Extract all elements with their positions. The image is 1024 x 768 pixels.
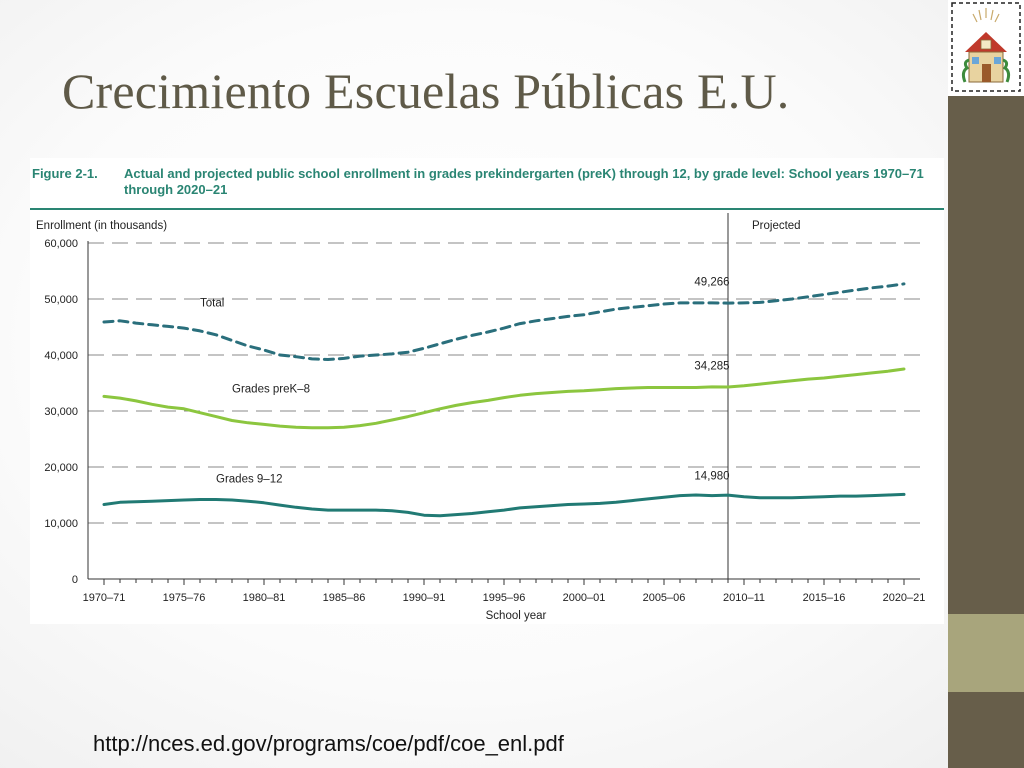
series-912-name: Grades 9–12 bbox=[216, 474, 283, 486]
y-tick-label: 60,000 bbox=[44, 238, 78, 250]
x-tick-label: 1975–76 bbox=[163, 592, 206, 604]
y-tick-label: 30,000 bbox=[44, 406, 78, 418]
y-tick-label: 10,000 bbox=[44, 518, 78, 530]
series-total-name: Total bbox=[200, 297, 224, 309]
x-tick-label: 1970–71 bbox=[83, 592, 126, 604]
series-prek8-line bbox=[102, 367, 906, 430]
x-tick-label: 1990–91 bbox=[403, 592, 446, 604]
data-label-total: 49,266 bbox=[694, 277, 729, 289]
figure-rule bbox=[30, 208, 944, 210]
schoolhouse-logo-icon bbox=[951, 2, 1021, 92]
y-axis-title: Enrollment (in thousands) bbox=[36, 220, 167, 232]
x-tick-label: 1980–81 bbox=[243, 592, 286, 604]
series-prek8-name: Grades preK–8 bbox=[232, 384, 310, 396]
y-tick-label: 0 bbox=[72, 574, 78, 586]
figure-caption: Actual and projected public school enrol… bbox=[124, 166, 924, 197]
figure-number: Figure 2-1. bbox=[32, 166, 98, 181]
y-tick-label: 50,000 bbox=[44, 294, 78, 306]
x-tick-label: 1995–96 bbox=[483, 592, 526, 604]
side-band-dark-lower bbox=[948, 692, 1024, 768]
decorative-side-band bbox=[948, 0, 1024, 768]
x-tick-label: 2015–16 bbox=[803, 592, 846, 604]
data-label-912: 14,980 bbox=[694, 470, 729, 482]
x-axis-title: School year bbox=[486, 610, 547, 622]
projected-label: Projected bbox=[752, 220, 801, 232]
figure-panel: Figure 2-1. Actual and projected public … bbox=[30, 158, 944, 624]
source-link[interactable]: http://nces.ed.gov/programs/coe/pdf/coe_… bbox=[93, 731, 564, 756]
x-tick-label: 2005–06 bbox=[643, 592, 686, 604]
y-tick-label: 40,000 bbox=[44, 350, 78, 362]
side-band-light bbox=[948, 614, 1024, 692]
y-tick-label: 20,000 bbox=[44, 462, 78, 474]
x-tick-label: 2020–21 bbox=[883, 592, 926, 604]
series-total-line bbox=[102, 282, 906, 361]
x-tick-label: 2010–11 bbox=[723, 592, 765, 604]
slide-title: Crecimiento Escuelas Públicas E.U. bbox=[62, 63, 790, 119]
enrollment-line-chart: 0 10,000 20,000 30,000 40,000 50,000 60,000 197… bbox=[36, 213, 926, 622]
x-tick-label: 2000–01 bbox=[563, 592, 606, 604]
data-label-prek8: 34,285 bbox=[694, 361, 729, 373]
x-tick-label: 1985–86 bbox=[323, 592, 366, 604]
side-band-dark-upper bbox=[948, 96, 1024, 614]
series-912-line bbox=[102, 492, 906, 518]
